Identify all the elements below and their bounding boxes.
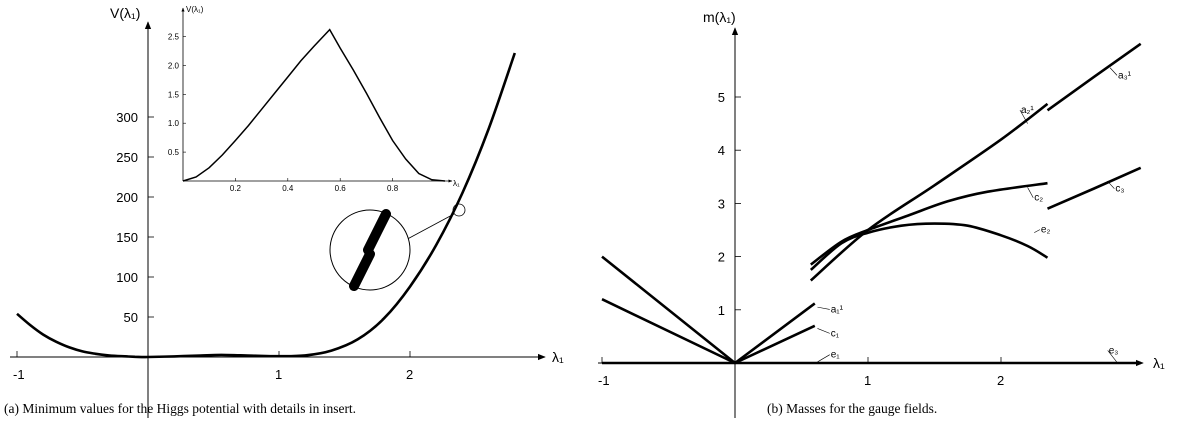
b-y-tick-label: 3 (718, 196, 725, 211)
panel-a-ylabel: V(λ₁) (110, 5, 140, 21)
b-series-line (1046, 166, 1142, 210)
b-series-line (601, 298, 816, 365)
a-y-tick-label: 300 (116, 110, 138, 125)
b-series-label: a₂¹ (1021, 105, 1034, 116)
b-label-leader (817, 306, 830, 310)
b-label-leader (1109, 67, 1118, 76)
b-y-tick-label: 1 (718, 303, 725, 318)
b-series-label: e₁ (831, 350, 841, 361)
zoom-target-circle (452, 203, 466, 217)
panel-b-gauge-masses: m(λ₁) λ₁ -1 1 2 1 2 3 4 5 a₁¹ c₁ e₁ a₂¹ c₂ e₂ a₃¹ c₃ e… (598, 9, 1165, 418)
b-series-label: a₃¹ (1118, 70, 1132, 81)
b-x-tick-label: 2 (997, 373, 1004, 388)
b-series-line (809, 222, 1049, 271)
b-series-label: c₁ (831, 328, 840, 339)
b-y-tick-label: 5 (718, 90, 725, 105)
panel-b-y-ticks: 1 2 3 4 5 (718, 90, 741, 318)
inset-y-tick-label: 1.0 (168, 119, 180, 128)
b-label-leader (817, 328, 830, 334)
a-y-tick-label: 250 (116, 150, 138, 165)
b-series-label: c₃ (1115, 184, 1124, 195)
panel-a-inset: V(λ₁) λ₁ 0.2 0.4 0.6 0.8 0.5 1.0 1.5 2.0 2.5 (168, 5, 460, 193)
panel-b-ylabel: m(λ₁) (703, 9, 736, 25)
b-y-tick-label: 4 (718, 143, 725, 158)
caption-a: (a) Minimum values for the Higgs potenti… (4, 401, 356, 416)
a-x-tick-label: 1 (275, 367, 282, 382)
inset-y-ticks: 0.5 1.0 1.5 2.0 2.5 (168, 33, 186, 157)
inset-xlabel: λ₁ (453, 179, 460, 188)
b-label-leader (817, 354, 830, 363)
panel-a-xlabel: λ₁ (552, 349, 564, 365)
b-label-leader (1107, 180, 1115, 189)
inset-y-tick-label: 0.5 (168, 148, 180, 157)
zoom-detail-segment-upper (363, 209, 391, 255)
inset-potential-curve (182, 28, 446, 182)
inset-y-tick-label: 2.0 (168, 61, 180, 70)
b-series-line (810, 181, 1048, 266)
inset-x-tick-label: 0.6 (335, 184, 347, 193)
a-x-tick-label: -1 (13, 367, 25, 382)
inset-x-tick-label: 0.8 (387, 184, 399, 193)
b-series-line (1046, 42, 1142, 112)
zoom-detail-segment-lower (349, 249, 375, 291)
zoom-connector-line (399, 213, 455, 244)
a-y-tick-label: 200 (116, 190, 138, 205)
panel-a-potential-curve (16, 52, 517, 359)
inset-y-tick-label: 1.5 (168, 90, 180, 99)
b-label-leader (1107, 350, 1117, 363)
b-x-tick-label: -1 (598, 373, 610, 388)
panel-a-higgs-potential: V(λ₁) λ₁ -1 1 2 50 100 150 200 250 300 V(λ₁) λ₁… (10, 5, 564, 418)
b-label-leader (1034, 229, 1041, 233)
inset-x-ticks: 0.2 0.4 0.6 0.8 (230, 178, 399, 193)
b-series-label: a₁¹ (831, 304, 844, 315)
inset-y-tick-label: 2.5 (168, 33, 180, 42)
panel-b-x-ticks: -1 1 2 (598, 357, 1004, 388)
b-series-line (601, 255, 816, 365)
panel-a-x-ticks: -1 1 2 (13, 351, 413, 382)
a-y-tick-label: 150 (116, 230, 138, 245)
b-series-label: c₂ (1034, 193, 1043, 204)
panel-a-y-ticks: 50 100 150 200 250 300 (116, 110, 154, 325)
a-y-tick-label: 50 (124, 310, 138, 325)
panel-b-xlabel: λ₁ (1153, 355, 1165, 371)
panel-b-series (601, 42, 1142, 365)
b-label-leader (1027, 187, 1034, 198)
b-series-label: e₃ (1109, 345, 1119, 356)
b-x-tick-label: 1 (864, 373, 871, 388)
inset-x-tick-label: 0.2 (230, 184, 242, 193)
inset-x-tick-label: 0.4 (282, 184, 294, 193)
a-x-tick-label: 2 (406, 367, 413, 382)
inset-ylabel: V(λ₁) (186, 5, 204, 14)
caption-b: (b) Masses for the gauge fields. (767, 401, 937, 416)
panel-b-series-labels: a₁¹ c₁ e₁ a₂¹ c₂ e₂ a₃¹ c₃ e₃ (817, 67, 1132, 363)
b-label-leader (1019, 109, 1028, 124)
a-y-tick-label: 100 (116, 270, 138, 285)
b-y-tick-label: 2 (718, 250, 725, 265)
b-series-line (809, 102, 1049, 282)
b-series-label: e₂ (1041, 225, 1051, 236)
zoom-magnifier (329, 203, 466, 291)
